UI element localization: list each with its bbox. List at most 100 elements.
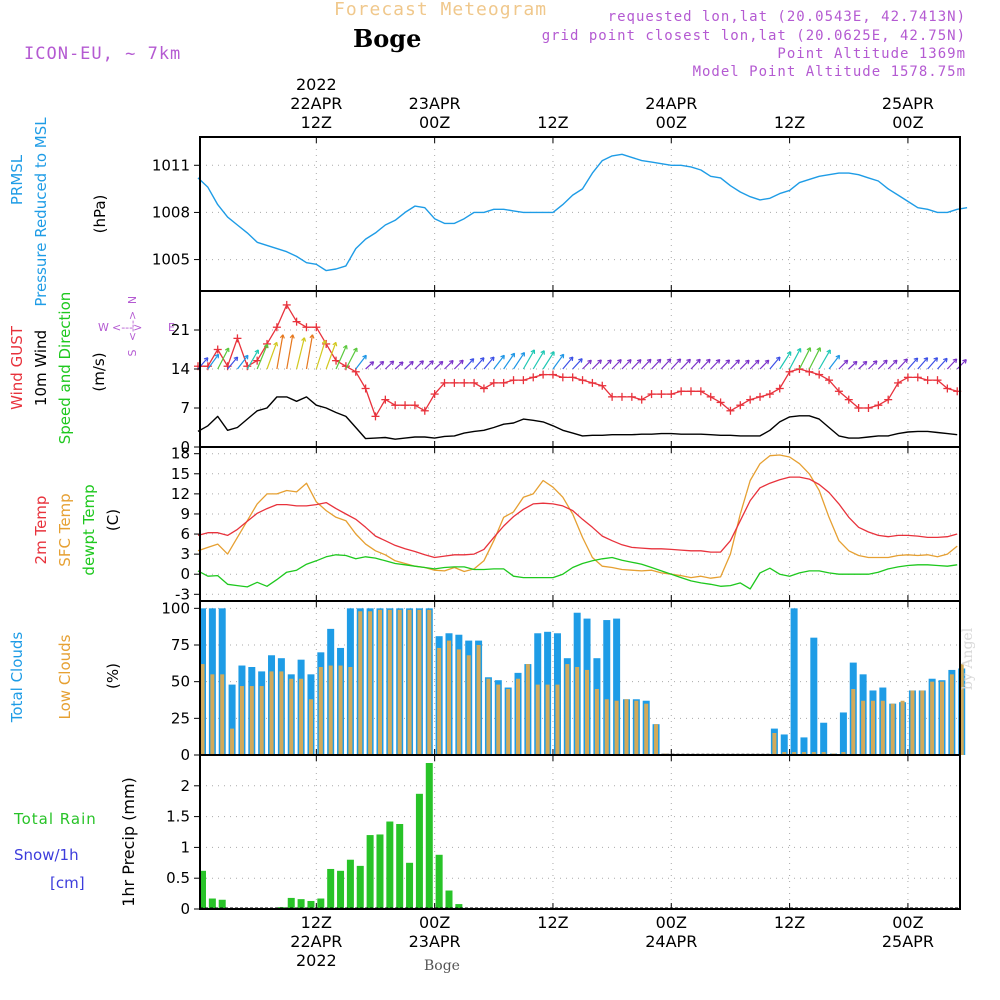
top-time-label: 00Z	[656, 113, 687, 132]
rain-bar	[208, 898, 216, 909]
wind-direction-arrow	[808, 347, 822, 370]
gust-point	[756, 392, 765, 401]
wind-direction-arrow	[660, 358, 672, 370]
low-clouds-bar	[279, 671, 284, 755]
low-clouds-bar	[289, 678, 294, 755]
rain-bar	[218, 899, 226, 909]
arrow-shaft	[828, 354, 840, 370]
low-clouds-bar	[870, 700, 875, 755]
dewpoint-line	[197, 554, 958, 590]
low-clouds-bar	[654, 724, 659, 755]
wind-direction-arrow	[759, 359, 770, 370]
total-clouds-bar	[820, 722, 828, 755]
wind-direction-arrow	[434, 360, 444, 370]
rain-bar	[337, 870, 345, 909]
low-clouds-bar	[506, 689, 511, 755]
rain-bar	[287, 897, 295, 909]
low-clouds-bar	[535, 684, 540, 755]
low-clouds-bar	[545, 684, 550, 755]
precip-y-tick-label: 0	[180, 900, 190, 918]
snow-label: Snow/1h	[14, 846, 79, 864]
wind-direction-arrow	[828, 354, 841, 370]
arrow-shaft	[276, 334, 284, 370]
gust-point	[617, 392, 626, 401]
gust-point	[913, 373, 922, 382]
arrow-shaft	[907, 357, 919, 370]
gust-point	[933, 376, 942, 385]
low-clouds-bar	[801, 752, 806, 755]
arrow-shaft	[315, 340, 326, 370]
low-clouds-bar	[792, 752, 797, 755]
low-clouds-bar	[861, 700, 866, 755]
wind-direction-arrow	[818, 349, 831, 370]
wind-direction-arrow	[838, 359, 849, 370]
low-clouds-bar	[624, 699, 629, 755]
arrow-head	[609, 359, 612, 364]
pressure-sub-label: Pressure Reduced to MSL	[32, 117, 50, 307]
arrow-head	[619, 359, 622, 364]
low-clouds-bar	[239, 686, 244, 755]
wind-direction-arrow	[256, 343, 269, 370]
arrow-head	[381, 361, 385, 366]
arrow-head	[571, 356, 574, 362]
low-clouds-bar	[644, 703, 649, 755]
low-clouds-bar	[407, 609, 412, 755]
wind-direction-arrow	[641, 358, 652, 370]
bottom-time-label: 25APR	[882, 932, 934, 951]
wind-direction-arrow	[572, 358, 583, 370]
wind-direction-arrow	[463, 358, 475, 370]
wind-direction-arrow	[739, 359, 750, 370]
sfc-temp-line	[197, 454, 958, 579]
low-clouds-bar	[614, 700, 619, 755]
temp-2m-label: 2m Temp	[32, 496, 50, 565]
pressure-y-tick-label: 1005	[152, 251, 190, 269]
arrow-shaft	[453, 359, 464, 370]
rain-bar	[346, 859, 354, 909]
gust-point	[864, 404, 873, 412]
gust-point	[332, 356, 341, 365]
arrow-shaft	[345, 347, 358, 370]
clouds-unit: (%)	[104, 663, 122, 689]
rain-bar	[396, 823, 404, 909]
arrow-head	[916, 357, 919, 363]
arrow-head	[492, 356, 495, 362]
gust-point	[667, 390, 676, 399]
low-clouds-bar	[516, 678, 521, 755]
pressure-unit: (hPa)	[91, 195, 109, 234]
low-clouds-bar	[368, 611, 373, 755]
temp-2m-line	[197, 476, 958, 559]
wind-direction-arrow	[493, 354, 505, 370]
rain-bar	[376, 834, 384, 909]
arrow-head	[679, 358, 682, 364]
wind-direction-arrow	[335, 344, 348, 370]
gust-point	[302, 323, 311, 332]
arrow-head	[411, 361, 414, 366]
arrow-head	[431, 360, 434, 365]
wind-direction-arrow	[276, 334, 285, 370]
bottom-time-label: 12Z	[774, 913, 805, 932]
low-clouds-bar	[358, 611, 363, 755]
rain-bar	[455, 904, 463, 909]
gust-point	[253, 356, 262, 365]
low-clouds-bar	[841, 752, 846, 755]
arrow-head	[778, 356, 781, 362]
gust-point	[608, 392, 617, 401]
arrow-head	[895, 360, 898, 365]
arrow-head	[629, 359, 632, 364]
arrow-shaft	[256, 344, 268, 370]
arrow-shaft	[798, 347, 811, 370]
arrow-head	[461, 360, 464, 365]
low-clouds-bar	[782, 752, 787, 755]
low-clouds-label: Low Clouds	[56, 634, 74, 719]
gust-point	[726, 406, 735, 415]
wind-direction-arrow	[897, 358, 908, 370]
footer-location: Boge	[424, 958, 460, 974]
gust-point	[637, 395, 646, 404]
wind-direction-arrow	[858, 360, 868, 370]
arrow-shaft	[473, 357, 485, 370]
clouds-y-tick-label: 0	[180, 746, 190, 764]
arrow-shaft	[355, 354, 367, 370]
wind-direction-arrow	[730, 359, 740, 370]
temperature-y-tick-label: 6	[180, 525, 190, 543]
compass-arrow-horizontal: <--->	[112, 321, 142, 334]
